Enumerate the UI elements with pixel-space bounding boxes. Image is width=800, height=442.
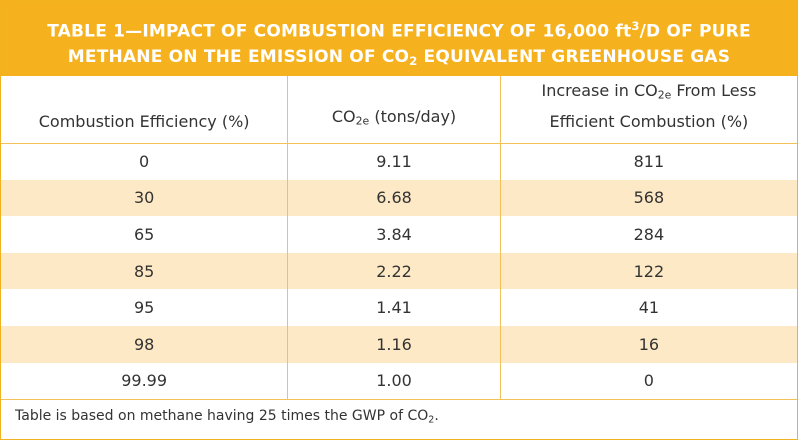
footnote-text: Table is based on methane having 25 time… — [15, 407, 429, 424]
table-cell: 99.99 — [1, 362, 289, 400]
title-text: TABLE 1—IMPACT OF COMBUSTION EFFICIENCY … — [47, 21, 632, 42]
header-combustion-efficiency: Combustion Efficiency (%) — [1, 76, 289, 144]
table-cell: 1.00 — [287, 362, 501, 400]
data-table: Combustion Efficiency (%) CO2e (tons/day… — [1, 76, 797, 400]
header-increase: Increase in CO2e From Less Efficient Comb… — [500, 76, 797, 144]
table-body: 0 9.11 811 30 6.68 568 65 3.84 284 85 2.22 122 95 1.4… — [1, 143, 797, 400]
table-cell: 6.68 — [287, 179, 501, 217]
footnote-text: . — [434, 407, 439, 424]
title-subscript: 2 — [409, 54, 418, 69]
table-cell: 122 — [633, 261, 665, 281]
table-cell: 2.22 — [287, 252, 501, 290]
title-text: METHANE ON THE EMISSION OF CO — [67, 47, 410, 68]
header-text: Efficient Combustion (%) — [549, 111, 749, 131]
table-cell: 98 — [1, 325, 289, 363]
table-cell: 3.84 — [287, 216, 501, 253]
header-text: (tons/day) — [369, 106, 457, 126]
table-row: 0 9.11 811 — [1, 143, 797, 180]
table-cell: 95 — [1, 289, 289, 326]
header-text: CO — [331, 106, 356, 126]
header-subscript: 2e — [657, 88, 672, 102]
title-line-2: METHANE ON THE EMISSION OF CO2 EQUIVALEN… — [1, 44, 797, 74]
title-text: EQUIVALENT GREENHOUSE GAS — [417, 47, 731, 68]
header-text: Increase in CO — [541, 80, 658, 100]
footnote-subscript: 2 — [428, 414, 435, 426]
footnote: Table is based on methane having 25 time… — [1, 400, 797, 425]
table-row: 30 6.68 568 — [1, 179, 797, 217]
table-cell: 9.11 — [287, 143, 501, 180]
table-cell: 65 — [1, 216, 289, 253]
header-co2e: CO2e (tons/day) — [287, 76, 501, 144]
table-title: TABLE 1—IMPACT OF COMBUSTION EFFICIENCY … — [1, 1, 797, 76]
table-cell: 30 — [1, 179, 289, 217]
title-superscript: 3 — [631, 19, 640, 33]
table-row: 99.99 1.00 0 — [1, 362, 797, 400]
table-cell: 1.16 — [287, 325, 501, 363]
table-cell: 0 — [500, 362, 797, 400]
title-line-1: TABLE 1—IMPACT OF COMBUSTION EFFICIENCY … — [1, 13, 797, 44]
title-text: /D OF PURE — [639, 21, 751, 42]
table-cell: 85 — [1, 252, 289, 290]
table-cell: 1.41 — [287, 289, 501, 326]
header-subscript: 2e — [355, 114, 370, 128]
table-cell: 811 — [633, 152, 665, 172]
table-cell: 284 — [633, 224, 665, 244]
table-cell: 568 — [633, 188, 665, 208]
header-text: From Less — [671, 80, 757, 100]
table-row: 85 2.22 122 — [1, 252, 797, 290]
table-row: 65 3.84 284 — [1, 216, 797, 253]
table-cell: 0 — [1, 143, 289, 180]
table-cell: 41 — [638, 298, 660, 318]
table-cell: 16 — [638, 334, 660, 354]
table-row: 98 1.16 16 — [1, 325, 797, 363]
table-header: Combustion Efficiency (%) CO2e (tons/day… — [1, 76, 797, 144]
header-row: Combustion Efficiency (%) CO2e (tons/day… — [1, 76, 797, 144]
table-row: 95 1.41 41 — [1, 289, 797, 326]
